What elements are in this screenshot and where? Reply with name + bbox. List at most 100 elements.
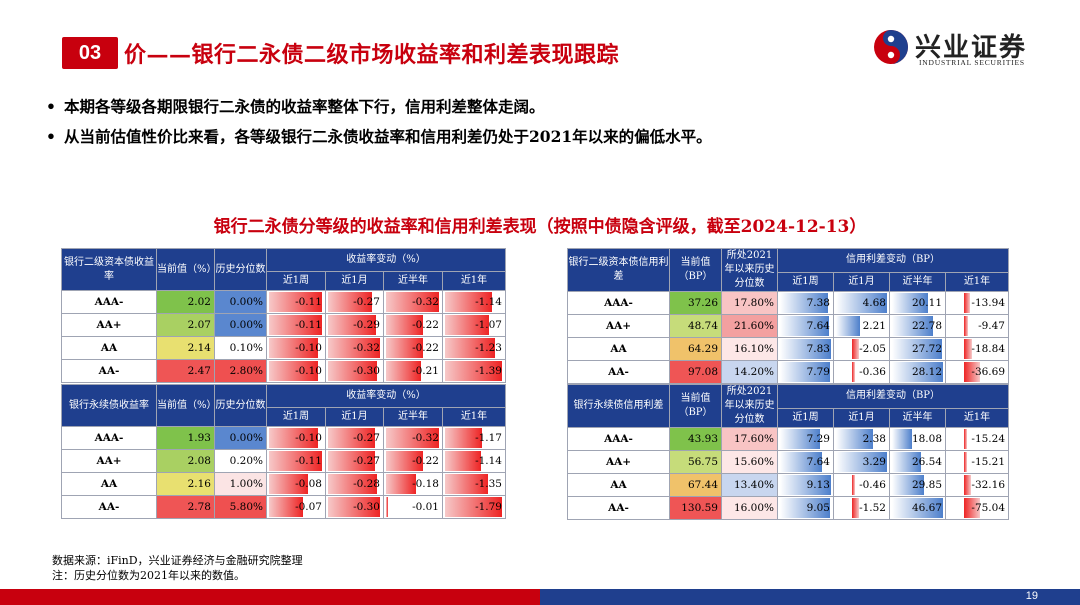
change-value[interactable]: -1.14	[475, 296, 502, 308]
table-row[interactable]: AA 2.14 0.10% -0.10 -0.32 -0.22 -1.23	[61, 336, 506, 360]
change-bar[interactable]	[269, 497, 303, 517]
grade-cell[interactable]: AA-	[567, 360, 670, 384]
change-value[interactable]: 7.29	[806, 433, 830, 445]
change-bar[interactable]	[780, 452, 823, 472]
change-value[interactable]: 7.79	[806, 366, 830, 378]
column-header-current[interactable]: 当前值（BP）	[669, 248, 722, 292]
change-value[interactable]: 2.21	[862, 320, 886, 332]
yield-table[interactable]: 银行永续债收益率 当前值（%） 历史分位数 收益率变动（%） 近1周 近1月 近半年 近1年 A…	[61, 384, 506, 519]
change-value[interactable]: 9.05	[806, 502, 830, 514]
current-value-cell[interactable]: 97.08	[669, 360, 722, 384]
change-cell[interactable]: -15.21	[945, 450, 1009, 474]
percentile-cell[interactable]: 16.10%	[721, 337, 778, 361]
change-value[interactable]: 2.38	[862, 433, 886, 445]
change-bar[interactable]	[964, 475, 971, 495]
change-bar[interactable]	[328, 497, 381, 517]
change-bar[interactable]	[386, 474, 416, 494]
change-bar[interactable]	[269, 338, 318, 358]
change-bar[interactable]	[269, 292, 323, 312]
change-bar[interactable]	[780, 316, 830, 336]
change-value[interactable]: 7.38	[806, 297, 830, 309]
percentile-cell[interactable]: 5.80%	[214, 495, 267, 519]
change-cell[interactable]: -0.27	[325, 426, 384, 450]
change-cell[interactable]: 26.54	[889, 450, 946, 474]
change-cell[interactable]: 2.38	[833, 427, 890, 451]
change-value[interactable]: -0.11	[295, 319, 322, 331]
change-cell[interactable]: -0.22	[383, 449, 443, 473]
change-value[interactable]: -0.22	[412, 319, 439, 331]
grade-cell[interactable]: AA-	[61, 359, 157, 383]
change-value[interactable]: 9.13	[806, 479, 830, 491]
change-value[interactable]: -0.30	[353, 365, 380, 377]
percentile-cell[interactable]: 16.00%	[721, 496, 778, 520]
change-value[interactable]: 3.29	[862, 456, 886, 468]
change-bar[interactable]	[445, 474, 489, 494]
change-value[interactable]: -0.22	[412, 455, 439, 467]
change-cell[interactable]: -75.04	[945, 496, 1009, 520]
change-value[interactable]: 7.64	[806, 456, 830, 468]
change-bar[interactable]	[964, 429, 968, 449]
change-bar[interactable]	[892, 475, 925, 495]
change-cell[interactable]: -0.32	[325, 336, 384, 360]
table-row[interactable]: AAA- 43.93 17.60% 7.29 2.38 18.08 -15.24	[567, 427, 1009, 451]
change-bar[interactable]	[445, 451, 482, 471]
grade-cell[interactable]: AA	[61, 472, 157, 496]
change-value[interactable]: -0.29	[353, 319, 380, 331]
change-value[interactable]: -0.27	[353, 432, 380, 444]
spread-table[interactable]: 银行永续债信用利差 当前值（BP） 所处2021年以来历史分位数 信用利差变动（BP）…	[567, 384, 1009, 520]
table-row[interactable]: AAA- 1.93 0.00% -0.10 -0.27 -0.32 -1.17	[61, 426, 506, 450]
change-value[interactable]: 28.12	[911, 366, 942, 378]
change-bar[interactable]	[964, 362, 980, 382]
change-value[interactable]: -0.22	[412, 342, 439, 354]
grade-cell[interactable]: AA	[567, 337, 670, 361]
change-bar[interactable]	[964, 293, 971, 313]
change-bar[interactable]	[386, 361, 422, 381]
change-cell[interactable]: -0.29	[325, 313, 384, 337]
change-bar[interactable]	[328, 361, 378, 381]
spread-table[interactable]: 银行二级资本债信用利差 当前值（BP） 所处2021年以来历史分位数 信用利差变动（B…	[567, 248, 1009, 384]
change-value[interactable]: -0.11	[295, 296, 322, 308]
grade-cell[interactable]: AA-	[567, 496, 670, 520]
change-value[interactable]: -0.32	[412, 432, 439, 444]
change-cell[interactable]: 4.68	[833, 291, 890, 315]
change-bar[interactable]	[852, 339, 859, 359]
percentile-cell[interactable]: 2.80%	[214, 359, 267, 383]
change-cell[interactable]: -0.18	[383, 472, 443, 496]
change-bar[interactable]	[445, 361, 503, 381]
grade-cell[interactable]: AA	[61, 336, 157, 360]
column-subheader[interactable]: 近半年	[383, 407, 443, 427]
grade-cell[interactable]: AA+	[567, 314, 670, 338]
change-bar[interactable]	[964, 452, 968, 472]
percentile-cell[interactable]: 0.20%	[214, 449, 267, 473]
percentile-cell[interactable]: 0.10%	[214, 336, 267, 360]
change-cell[interactable]: 29.85	[889, 473, 946, 497]
change-cell[interactable]: 22.78	[889, 314, 946, 338]
column-header-percentile[interactable]: 所处2021年以来历史分位数	[721, 248, 778, 292]
change-bar[interactable]	[780, 429, 821, 449]
percentile-cell[interactable]: 21.60%	[721, 314, 778, 338]
change-bar[interactable]	[386, 428, 440, 448]
current-value-cell[interactable]: 130.59	[669, 496, 722, 520]
table-row[interactable]: AA 64.29 16.10% 7.83 -2.05 27.72 -18.84	[567, 337, 1009, 361]
change-bar[interactable]	[386, 315, 423, 335]
change-cell[interactable]: 18.08	[889, 427, 946, 451]
change-bar[interactable]	[445, 292, 492, 312]
table-row[interactable]: AA 2.16 1.00% -0.08 -0.28 -0.18 -1.35	[61, 472, 506, 496]
column-header-current[interactable]: 当前值（%）	[156, 384, 217, 427]
change-cell[interactable]: 27.72	[889, 337, 946, 361]
current-value-cell[interactable]: 2.16	[156, 472, 215, 496]
column-subheader[interactable]: 近1年	[442, 407, 506, 427]
change-bar[interactable]	[445, 497, 503, 517]
change-value[interactable]: 18.08	[911, 433, 942, 445]
change-cell[interactable]: 7.64	[777, 450, 834, 474]
change-value[interactable]: 7.64	[806, 320, 830, 332]
change-bar[interactable]	[328, 338, 381, 358]
current-value-cell[interactable]: 2.78	[156, 495, 215, 519]
column-subheader[interactable]: 近1周	[266, 271, 326, 291]
column-group-header[interactable]: 信用利差变动（BP）	[777, 384, 1009, 409]
change-cell[interactable]: -32.16	[945, 473, 1009, 497]
column-header-name[interactable]: 银行永续债信用利差	[567, 384, 670, 428]
change-bar[interactable]	[836, 429, 873, 449]
change-value[interactable]: -1.07	[475, 319, 502, 331]
change-bar[interactable]	[386, 338, 423, 358]
